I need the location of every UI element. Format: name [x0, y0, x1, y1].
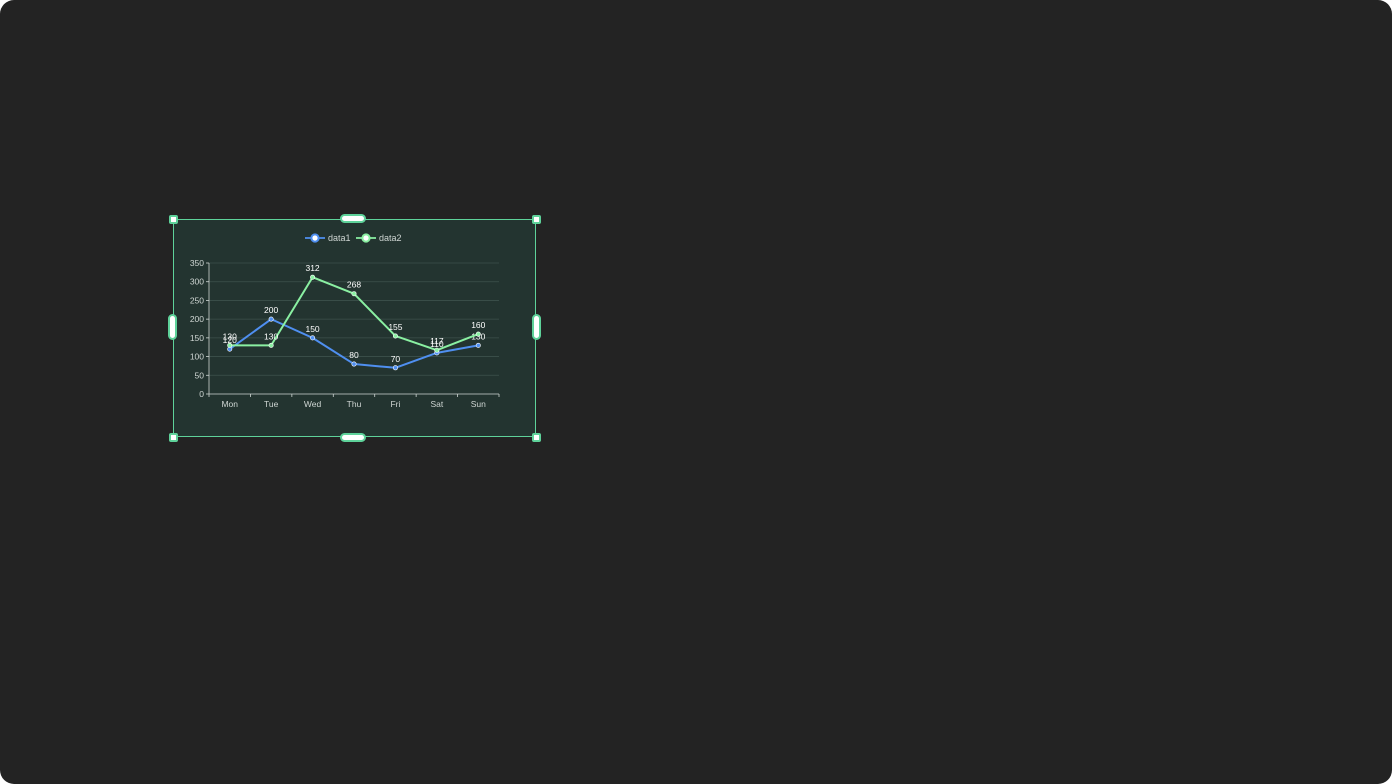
x-tick-label: Sat	[430, 399, 443, 409]
resize-handle-top-right[interactable]	[532, 215, 541, 224]
data-label-data2: 160	[471, 320, 485, 330]
y-tick-label: 50	[195, 370, 205, 380]
legend-marker-data1	[310, 233, 320, 243]
data-point-data2	[434, 347, 440, 353]
data-point-data1	[392, 365, 398, 371]
data-label-data2: 117	[430, 336, 444, 346]
resize-handle-left[interactable]	[168, 314, 177, 340]
resize-handle-bottom-left[interactable]	[169, 433, 178, 442]
resize-handle-top[interactable]	[340, 214, 366, 223]
data-label-data1: 150	[305, 324, 319, 334]
data-label-data2: 130	[264, 331, 278, 341]
data-label-data1: 200	[264, 305, 278, 315]
resize-handle-bottom-right[interactable]	[532, 433, 541, 442]
x-tick-label: Tue	[264, 399, 279, 409]
data-label-data1: 110	[430, 339, 444, 349]
data-point-data1	[268, 316, 274, 322]
x-tick-label: Sun	[471, 399, 486, 409]
data-point-data2	[227, 342, 233, 348]
x-tick-label: Mon	[221, 399, 238, 409]
x-tick-label: Wed	[304, 399, 322, 409]
y-tick-label: 0	[199, 389, 204, 399]
y-tick-label: 350	[190, 258, 204, 268]
data-label-data1: 120	[223, 335, 237, 345]
data-label-data1: 70	[391, 354, 401, 364]
chart-widget[interactable]: 0 50 100 150 200 250 300 350 Mon Tue Wed Thu Fri Sat S…	[173, 219, 536, 437]
data-point-data1	[351, 361, 357, 367]
data-point-data2	[268, 342, 274, 348]
x-tick-label: Fri	[390, 399, 400, 409]
data-label-data2: 130	[223, 331, 237, 341]
y-tick-label: 300	[190, 277, 204, 287]
data-point-data2	[351, 291, 357, 297]
data-point-data2	[392, 333, 398, 339]
data-point-data2	[310, 274, 316, 280]
data-point-data1	[475, 342, 481, 348]
resize-handle-bottom[interactable]	[340, 433, 366, 442]
line-chart: 0 50 100 150 200 250 300 350 Mon Tue Wed Thu Fri Sat S…	[190, 233, 500, 409]
data-label-data1: 80	[349, 350, 359, 360]
y-tick-label: 250	[190, 295, 204, 305]
y-tick-label: 100	[190, 352, 204, 362]
data-point-data2	[475, 331, 481, 337]
y-tick-label: 150	[190, 333, 204, 343]
legend-marker-data2	[361, 233, 371, 243]
resize-handle-right[interactable]	[532, 314, 541, 340]
data-label-data2: 155	[388, 322, 402, 332]
data-point-data1	[310, 335, 316, 341]
data-label-data2: 312	[305, 263, 319, 273]
y-tick-label: 200	[190, 314, 204, 324]
resize-handle-top-left[interactable]	[169, 215, 178, 224]
legend-label-data1: data1	[328, 233, 351, 243]
x-tick-label: Thu	[347, 399, 362, 409]
data-label-data2: 268	[347, 280, 361, 290]
legend-label-data2: data2	[379, 233, 402, 243]
